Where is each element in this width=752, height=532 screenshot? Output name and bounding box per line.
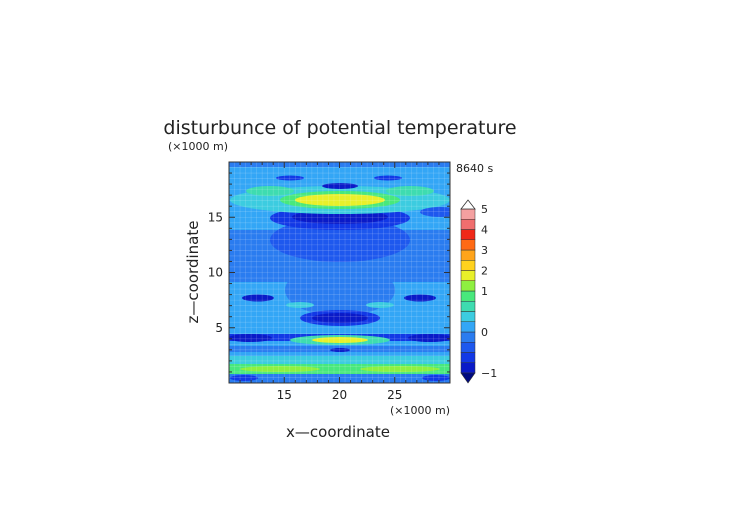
contour-region (408, 334, 450, 342)
colorbar-tick-label: 2 (481, 265, 488, 278)
contour-region (366, 302, 394, 308)
colorbar-tick-label: 5 (481, 203, 488, 216)
y-axis: 5 10 15 (208, 161, 450, 384)
chart-title: disturbunce of potential temperature (163, 117, 516, 139)
x-axis-label: x—coordinate (286, 423, 390, 441)
colorbar-tick-label: 3 (481, 244, 488, 257)
y-tick-label: 5 (215, 321, 223, 335)
colorbar-over-arrow (460, 199, 476, 210)
colorbar-swatch (460, 352, 476, 363)
contour-region (246, 186, 294, 196)
contour-region (420, 207, 450, 217)
colorbar-swatch (460, 362, 476, 374)
colorbar: −1 0 1 2 3 4 5 (460, 199, 497, 384)
colorbar-swatch (460, 239, 476, 251)
mesh-grid (229, 162, 450, 383)
y-axis-label: z—coordinate (184, 221, 202, 324)
heatmap-plot (229, 162, 450, 383)
time-label: 8640 s (456, 162, 493, 175)
contour-region (322, 183, 358, 189)
contour-region (374, 175, 402, 181)
contour-region (229, 364, 450, 374)
contour-region (404, 294, 436, 302)
colorbar-swatch (460, 301, 476, 312)
contour-region (360, 366, 440, 372)
colorbar-swatch (460, 208, 476, 220)
colorbar-swatch (460, 342, 476, 353)
contour-region (240, 366, 320, 372)
contour-region (285, 264, 395, 316)
colorbar-tick-label: −1 (481, 367, 497, 380)
contour-region (242, 294, 274, 302)
contour-region (270, 218, 410, 262)
contour-region (229, 356, 450, 364)
contour-region (230, 375, 258, 381)
contour-region (312, 337, 368, 343)
contour-region (286, 302, 314, 308)
colorbar-swatch (460, 280, 476, 292)
contour-region (229, 334, 272, 342)
contour-region (295, 194, 385, 206)
contour-region (276, 175, 304, 181)
contour-region (422, 375, 450, 381)
colorbar-swatch (460, 260, 476, 271)
colorbar-tick-label: 4 (481, 224, 488, 237)
colorbar-swatch (460, 331, 476, 343)
x-tick-label: 25 (387, 388, 402, 402)
colorbar-swatch (460, 229, 476, 240)
colorbar-swatch (460, 321, 476, 333)
x-unit-label: (×1000 m) (390, 404, 450, 417)
colorbar-tick-label: 0 (481, 326, 488, 339)
contour-region (312, 313, 368, 323)
y-tick-label: 15 (208, 210, 223, 224)
x-axis: 15 20 25 (228, 162, 451, 402)
contour-region (386, 186, 434, 196)
colorbar-swatch (460, 219, 476, 230)
x-tick-label: 15 (277, 388, 292, 402)
colorbar-swatch (460, 270, 476, 281)
colorbar-swatch (460, 290, 476, 302)
y-tick-label: 10 (208, 266, 223, 280)
contour-region (330, 348, 350, 352)
y-unit-label: (×1000 m) (168, 140, 228, 153)
x-tick-label: 20 (332, 388, 347, 402)
colorbar-swatch (460, 311, 476, 322)
colorbar-swatch (460, 249, 476, 261)
colorbar-tick-label: 1 (481, 285, 488, 298)
colorbar-under-arrow (460, 372, 476, 384)
